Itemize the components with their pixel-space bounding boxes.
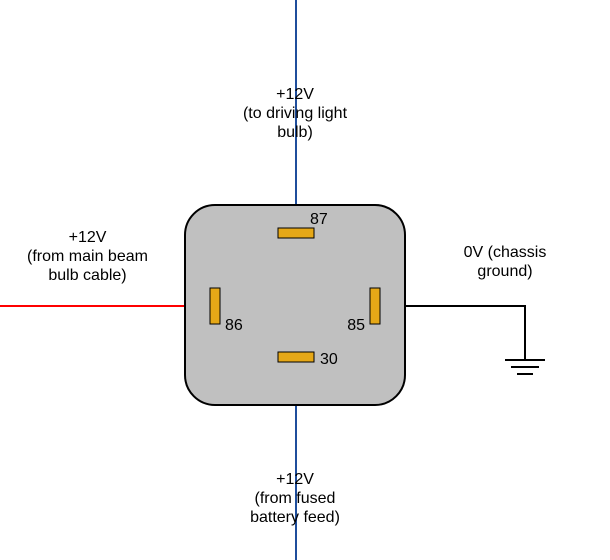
label-bottom-line2: (from fused [255, 490, 336, 507]
label-right: 0V (chassis ground) [430, 243, 580, 281]
terminal-87 [278, 228, 314, 238]
terminal-label-86: 86 [225, 317, 243, 334]
label-left: +12V (from main beam bulb cable) [10, 228, 165, 286]
label-left-line1: +12V [69, 229, 107, 246]
label-top-line2: (to driving light [243, 105, 347, 122]
label-bottom: +12V (from fused battery feed) [215, 470, 375, 528]
label-top-line3: bulb) [277, 124, 313, 141]
terminal-label-87: 87 [310, 211, 328, 228]
terminal-30 [278, 352, 314, 362]
label-bottom-line1: +12V [276, 471, 314, 488]
label-right-line1: 0V (chassis [464, 244, 547, 261]
terminal-86 [210, 288, 220, 324]
terminal-label-85: 85 [347, 317, 365, 334]
label-top-line1: +12V [276, 86, 314, 103]
terminal-85 [370, 288, 380, 324]
label-bottom-line3: battery feed) [250, 509, 340, 526]
terminal-label-30: 30 [320, 351, 338, 368]
ground-symbol [505, 360, 545, 374]
label-top: +12V (to driving light bulb) [215, 85, 375, 143]
label-left-line3: bulb cable) [48, 267, 126, 284]
label-right-line2: ground) [477, 263, 532, 280]
label-left-line2: (from main beam [27, 248, 148, 265]
